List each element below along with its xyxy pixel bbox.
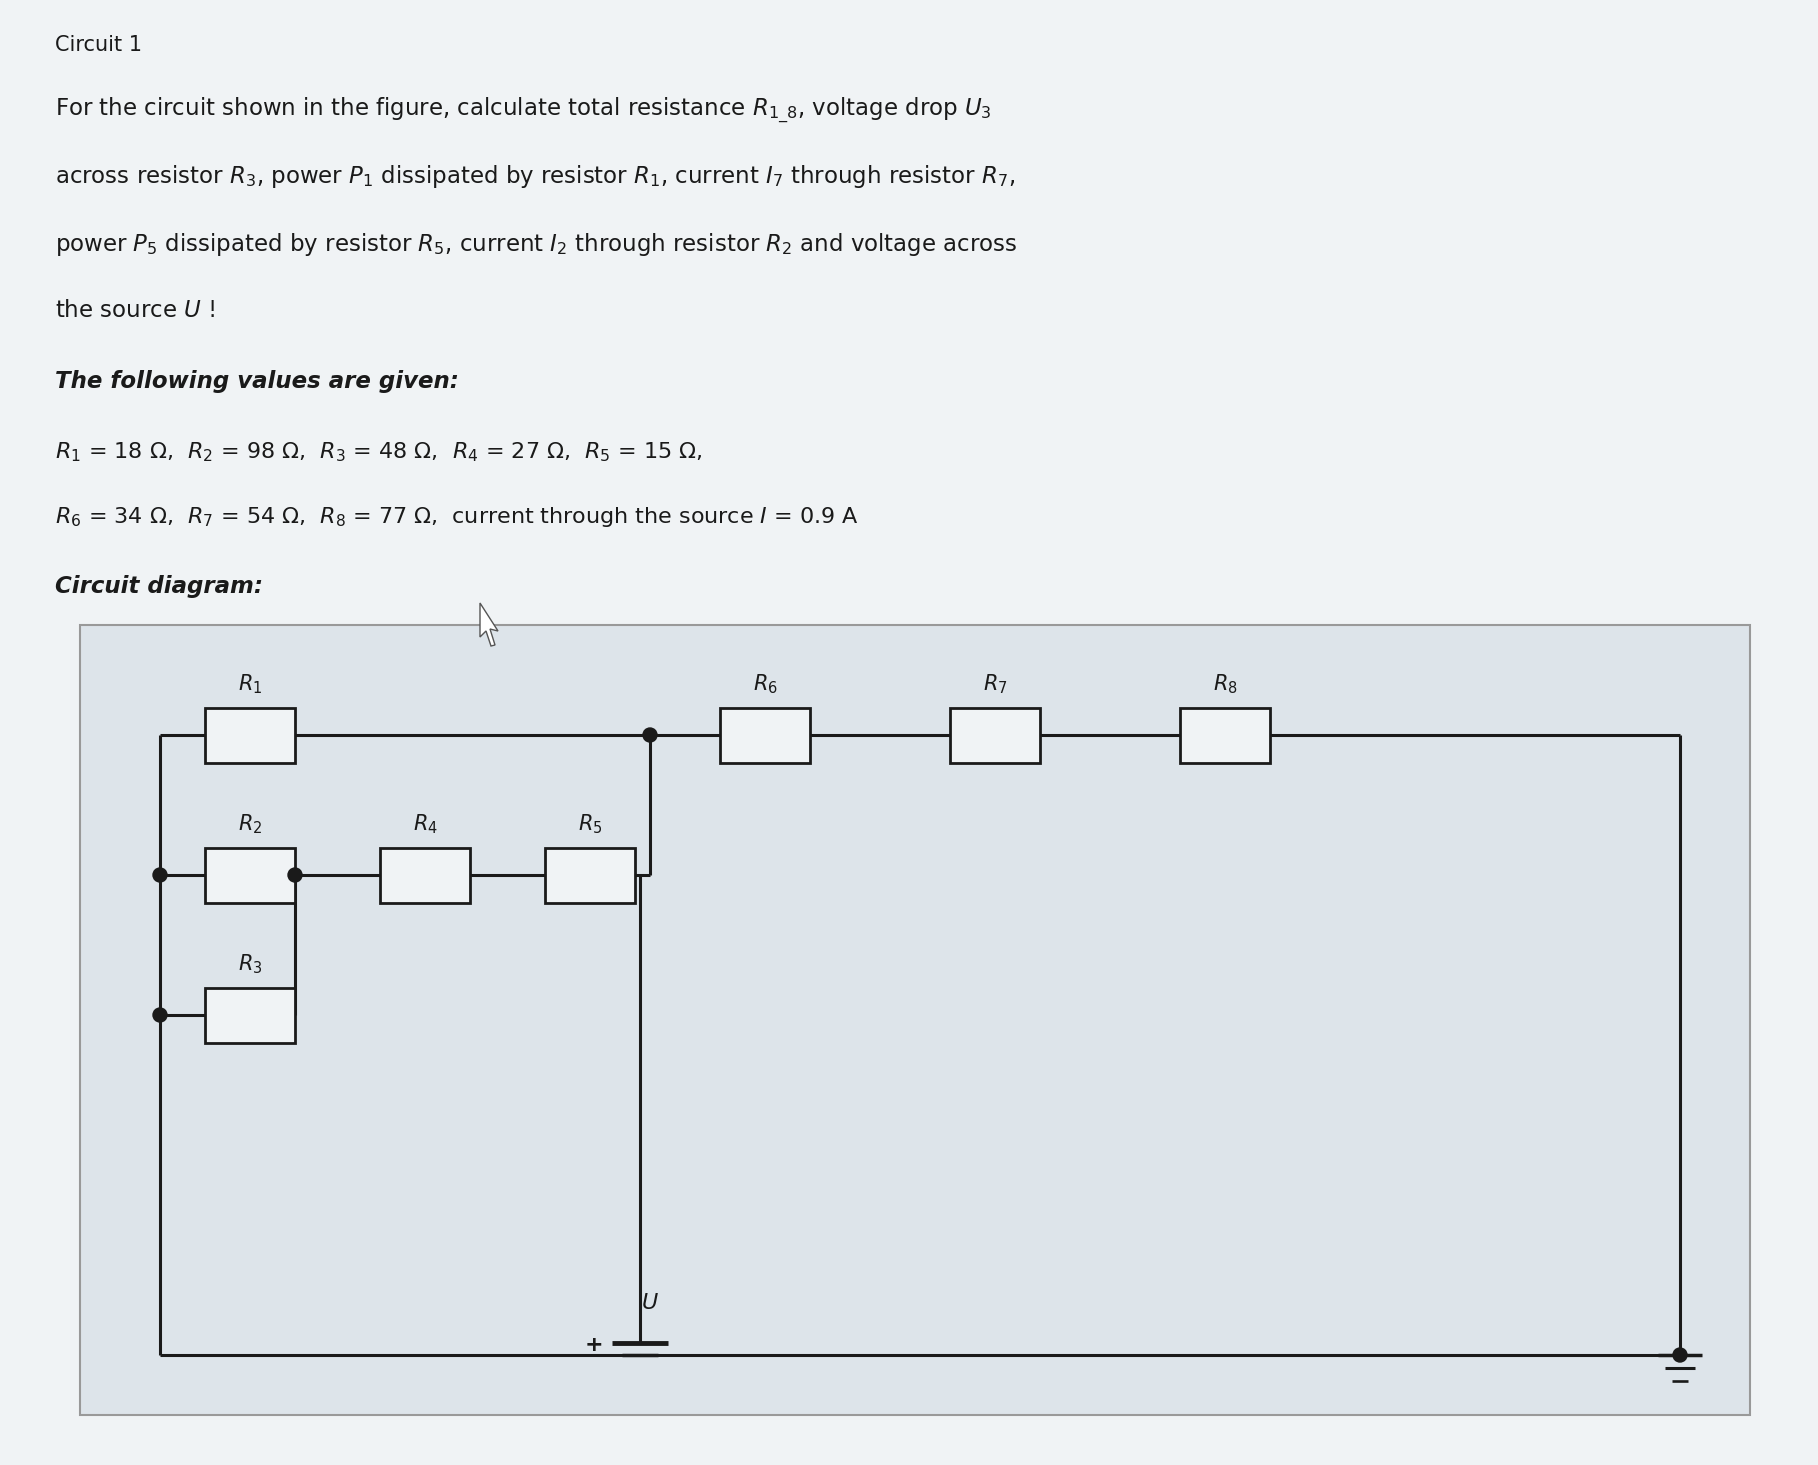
Text: power $P_5$ dissipated by resistor $R_5$, current $I_2$ through resistor $R_2$ a: power $P_5$ dissipated by resistor $R_5$… — [55, 231, 1018, 258]
Text: across resistor $R_3$, power $P_1$ dissipated by resistor $R_1$, current $I_7$ t: across resistor $R_3$, power $P_1$ dissi… — [55, 163, 1014, 190]
Bar — [951, 708, 1040, 762]
Text: $R_7$: $R_7$ — [984, 672, 1007, 696]
Circle shape — [644, 728, 656, 741]
Circle shape — [1673, 1348, 1687, 1362]
Text: $R_2$: $R_2$ — [238, 812, 262, 835]
Bar — [380, 847, 471, 902]
Text: $R_6$ = 34 Ω,  $R_7$ = 54 Ω,  $R_8$ = 77 Ω,  current through the source $I$ = 0.: $R_6$ = 34 Ω, $R_7$ = 54 Ω, $R_8$ = 77 Ω… — [55, 505, 858, 529]
Bar — [205, 987, 295, 1043]
Circle shape — [287, 867, 302, 882]
Text: $R_8$: $R_8$ — [1213, 672, 1238, 696]
Text: $U$: $U$ — [642, 1294, 658, 1313]
Text: $R_4$: $R_4$ — [413, 812, 438, 835]
Bar — [80, 626, 1751, 1415]
Text: $R_3$: $R_3$ — [238, 952, 262, 976]
Text: For the circuit shown in the figure, calculate total resistance $R_{1\_8}$, volt: For the circuit shown in the figure, cal… — [55, 95, 991, 126]
Text: Circuit 1: Circuit 1 — [55, 35, 142, 56]
Text: $R_1$: $R_1$ — [238, 672, 262, 696]
Polygon shape — [480, 604, 498, 646]
Bar — [205, 708, 295, 762]
Bar — [545, 847, 634, 902]
Bar — [205, 847, 295, 902]
Bar — [720, 708, 811, 762]
Text: The following values are given:: The following values are given: — [55, 371, 458, 393]
Circle shape — [153, 867, 167, 882]
Text: +: + — [585, 1335, 604, 1355]
Text: $R_1$ = 18 Ω,  $R_2$ = 98 Ω,  $R_3$ = 48 Ω,  $R_4$ = 27 Ω,  $R_5$ = 15 Ω,: $R_1$ = 18 Ω, $R_2$ = 98 Ω, $R_3$ = 48 Ω… — [55, 440, 702, 463]
Text: $R_6$: $R_6$ — [753, 672, 778, 696]
Text: the source $U$ !: the source $U$ ! — [55, 299, 215, 322]
Text: $R_5$: $R_5$ — [578, 812, 602, 835]
Bar — [1180, 708, 1271, 762]
Text: Circuit diagram:: Circuit diagram: — [55, 574, 264, 598]
Circle shape — [153, 1008, 167, 1023]
